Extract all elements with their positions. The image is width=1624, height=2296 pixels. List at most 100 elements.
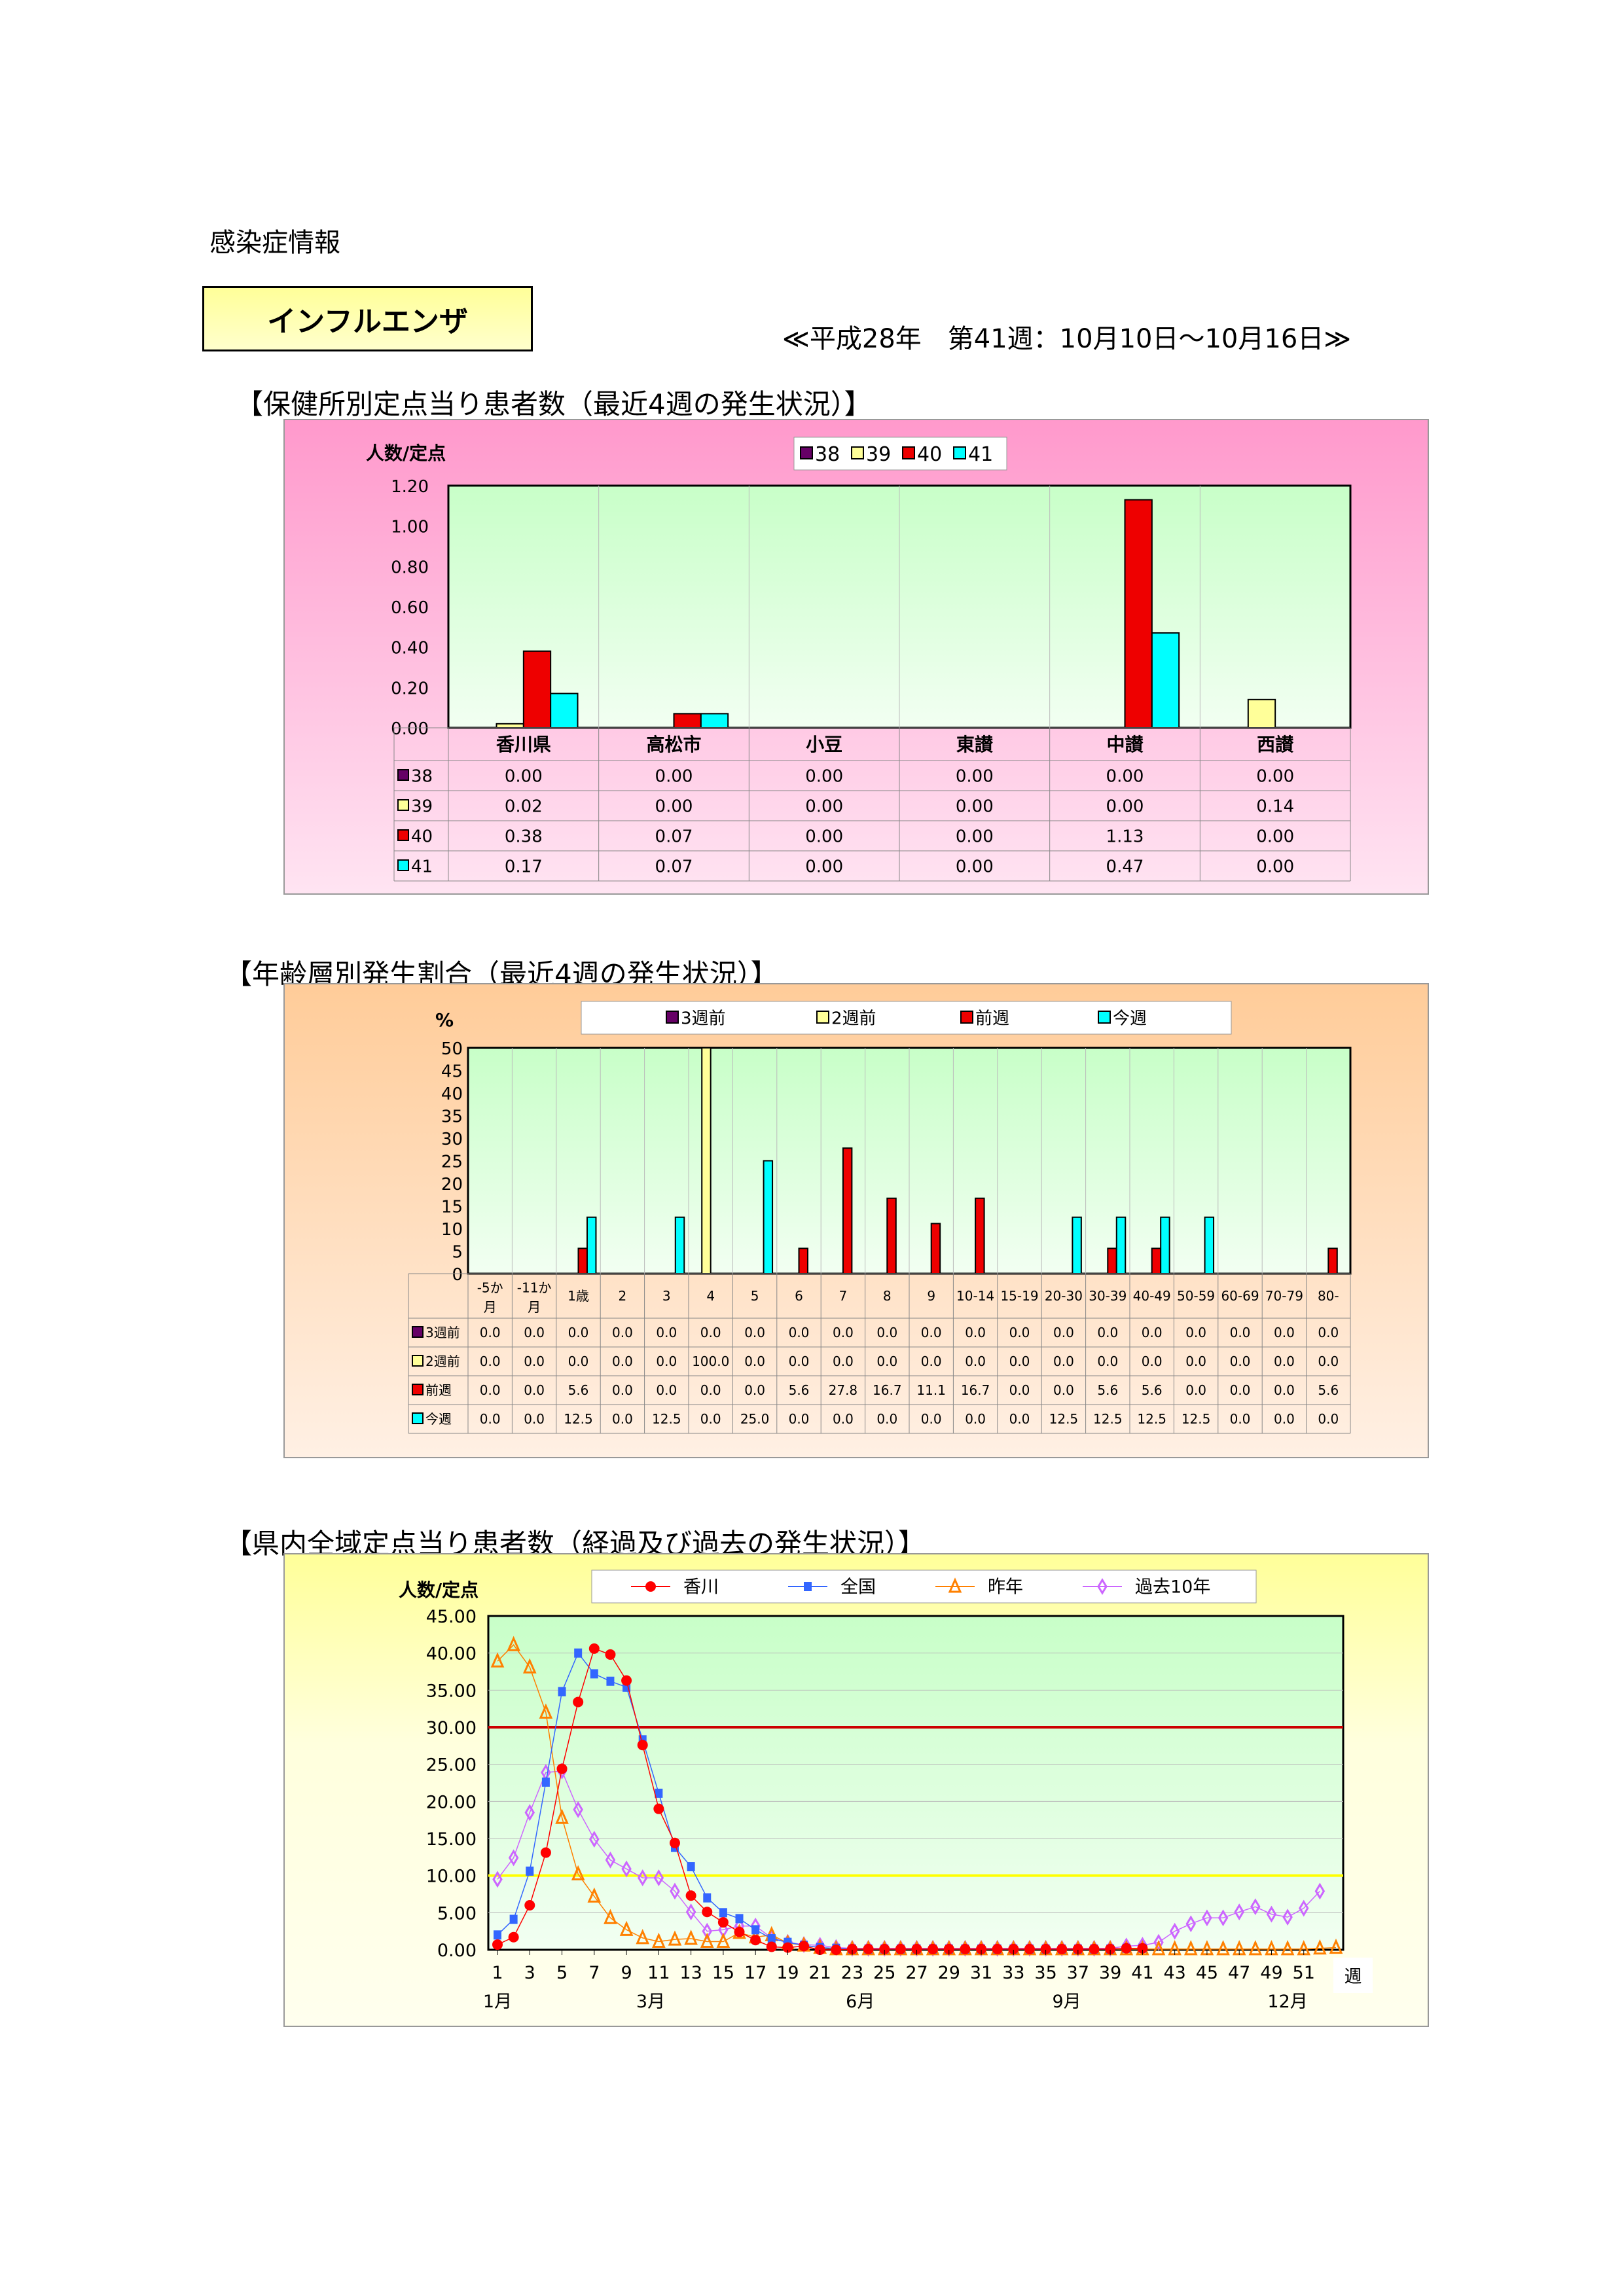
- point-全国-week17: [751, 1925, 760, 1935]
- point-香川-week19: [782, 1942, 793, 1953]
- legend-swatch: [816, 1011, 829, 1024]
- point-香川-week17: [750, 1935, 761, 1946]
- category-label: 40-49: [1133, 1288, 1171, 1304]
- x-tick-label: 21: [809, 1963, 831, 1983]
- table-cell: 0.0: [921, 1354, 942, 1369]
- y-tick-label: 25.00: [426, 1755, 477, 1776]
- point-過去10年-week11: [653, 1869, 664, 1886]
- point-香川-week28: [928, 1943, 939, 1954]
- category-label: 西讃: [1257, 734, 1294, 755]
- legend-box: [591, 1570, 1257, 1604]
- y-axis-label: 人数/定点: [366, 442, 446, 464]
- table-cell: 0.0: [568, 1325, 589, 1340]
- legend-label: 40: [917, 443, 942, 466]
- plot-area: [487, 1615, 1344, 1951]
- table-cell: 0.47: [1106, 857, 1144, 876]
- bar-39-西讃: [1247, 698, 1276, 729]
- point-過去10年-week12: [670, 1882, 680, 1900]
- table-cell: 0.00: [1256, 766, 1294, 786]
- table-cell: 0.00: [655, 766, 693, 786]
- table-cell: 0.0: [789, 1411, 810, 1427]
- y-tick-label: 1.00: [391, 518, 429, 537]
- point-昨年-week10: [636, 1929, 650, 1945]
- table-cell: 0.0: [1318, 1411, 1339, 1427]
- x-tick-label: 45: [1196, 1963, 1218, 1983]
- disease-name-box: インフルエンザ: [202, 286, 533, 351]
- point-昨年-week7: [587, 1887, 602, 1903]
- series-label: 今週: [425, 1411, 452, 1427]
- table-cell: 0.0: [1318, 1325, 1339, 1340]
- y-tick-label: 25: [441, 1153, 463, 1172]
- point-香川-week6: [573, 1696, 584, 1708]
- point-香川-week33: [1008, 1943, 1019, 1954]
- legend-label: 41: [968, 443, 993, 466]
- category-label: 60-69: [1221, 1288, 1259, 1304]
- category-label: 東讃: [956, 734, 994, 755]
- report-period: ≪平成28年 第41週：10月10日～10月16日≫: [782, 324, 1352, 354]
- point-香川-week40: [1121, 1943, 1132, 1954]
- table-cell: 0.0: [1185, 1325, 1206, 1340]
- table-cell: 0.0: [965, 1354, 986, 1369]
- table-cell: 0.0: [1230, 1411, 1251, 1427]
- point-昨年-week11: [652, 1932, 666, 1948]
- point-香川-week26: [895, 1943, 906, 1954]
- bar-41-高松市: [700, 713, 729, 728]
- legend-swatch: [960, 1011, 973, 1024]
- table-cell: 0.0: [524, 1382, 545, 1398]
- table-cell: 0.0: [612, 1354, 633, 1369]
- legend-label: 前週: [975, 1009, 1009, 1028]
- category-label: 50-59: [1177, 1288, 1215, 1304]
- category-label: 10-14: [956, 1288, 994, 1304]
- category-label: 1歳: [568, 1288, 589, 1304]
- x-tick-label: 5: [556, 1963, 568, 1983]
- table-cell: 0.0: [1053, 1354, 1074, 1369]
- legend-label: 39: [866, 443, 891, 466]
- table-cell: 12.5: [1137, 1411, 1166, 1427]
- table-cell: 0.0: [1274, 1354, 1295, 1369]
- table-cell: 0.00: [956, 797, 994, 816]
- legend-box: [581, 1001, 1232, 1035]
- table-cell: 0.07: [655, 827, 693, 846]
- table-cell: 0.0: [1009, 1382, 1030, 1398]
- point-香川-week36: [1056, 1943, 1068, 1954]
- table-cell: 0.0: [656, 1354, 677, 1369]
- table-cell: 0.0: [568, 1354, 589, 1369]
- point-過去10年-week10: [637, 1869, 648, 1886]
- table-cell: 0.0: [1053, 1382, 1074, 1398]
- point-昨年-week12: [668, 1930, 682, 1946]
- point-香川-week3: [524, 1900, 535, 1910]
- y-tick-label: 1.20: [391, 477, 429, 497]
- table-cell: 16.7: [873, 1382, 902, 1398]
- table-cell: 0.38: [505, 827, 543, 846]
- point-香川-week24: [863, 1943, 874, 1954]
- table-cell: 0.02: [505, 797, 543, 816]
- point-香川-week41: [1137, 1943, 1148, 1954]
- table-cell: 0.14: [1256, 797, 1294, 816]
- point-香川-week4: [540, 1847, 551, 1858]
- point-香川-week20: [799, 1941, 810, 1952]
- point-全国-week11: [655, 1788, 663, 1798]
- point-全国-week6: [574, 1648, 583, 1658]
- point-過去10年-week43: [1169, 1922, 1180, 1940]
- x-tick-label: 27: [905, 1963, 928, 1983]
- category-label: 80-: [1318, 1288, 1339, 1304]
- point-昨年-week8: [604, 1909, 617, 1924]
- table-cell: 5.6: [568, 1382, 589, 1398]
- y-tick-label: 30: [441, 1130, 463, 1149]
- point-過去10年-week49: [1266, 1905, 1277, 1923]
- point-昨年-week13: [684, 1929, 698, 1945]
- legend-swatch: [902, 446, 915, 459]
- table-cell: 0.00: [655, 797, 693, 816]
- category-label: 8: [883, 1288, 892, 1304]
- category-label: 香川県: [496, 734, 551, 755]
- point-過去10年-week44: [1185, 1915, 1197, 1933]
- point-過去10年-week14: [702, 1922, 712, 1940]
- x-tick-label: 31: [970, 1963, 992, 1983]
- point-香川-week27: [911, 1943, 922, 1954]
- table-cell: 0.0: [1185, 1382, 1206, 1398]
- table-cell: 0.0: [480, 1325, 501, 1340]
- table-cell: 11.1: [916, 1382, 946, 1398]
- x-tick-label: 37: [1067, 1963, 1089, 1983]
- table-cell: 0.0: [833, 1325, 854, 1340]
- x-tick-label: 11: [647, 1963, 670, 1983]
